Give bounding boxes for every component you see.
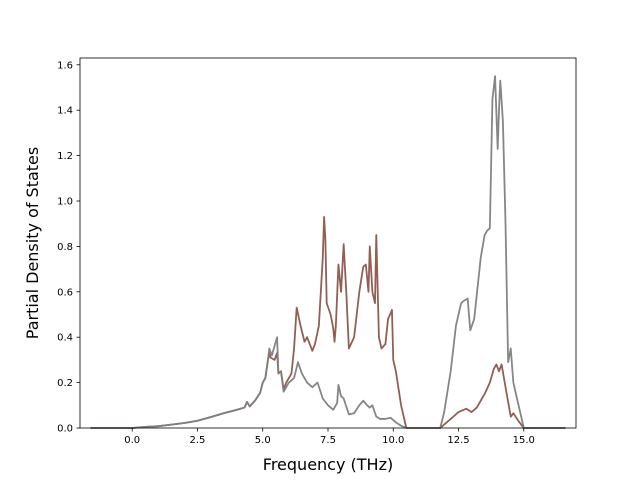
x-tick-label: 12.5	[447, 435, 469, 446]
y-tick-label: 0.4	[57, 333, 73, 344]
y-tick-label: 0.8	[57, 242, 73, 253]
y-axis-label: Partial Density of States	[23, 147, 42, 339]
y-tick-label: 0.2	[57, 378, 73, 389]
series-layer	[90, 75, 566, 429]
y-tick-label: 0.6	[57, 287, 73, 298]
x-tick-label: 0.0	[124, 435, 140, 446]
y-tick-label: 1.6	[57, 60, 73, 71]
y-axis: 0.0 0.2 0.4 0.6 0.8 1.0 1.2 1.4 1.6	[57, 60, 80, 435]
series-2-line	[90, 75, 566, 429]
x-tick-label: 2.5	[190, 435, 206, 446]
y-tick-label: 0.0	[57, 424, 73, 435]
x-axis: 0.0 2.5 5.0 7.5 10.0 12.5 15.0	[124, 428, 535, 446]
x-tick-label: 10.0	[382, 435, 404, 446]
y-tick-label: 1.4	[57, 106, 73, 117]
x-tick-label: 7.5	[320, 435, 336, 446]
y-tick-label: 1.2	[57, 151, 73, 162]
y-tick-label: 1.0	[57, 197, 73, 208]
x-tick-label: 5.0	[255, 435, 271, 446]
x-axis-label: Frequency (THz)	[263, 455, 393, 474]
x-tick-label: 15.0	[513, 435, 535, 446]
